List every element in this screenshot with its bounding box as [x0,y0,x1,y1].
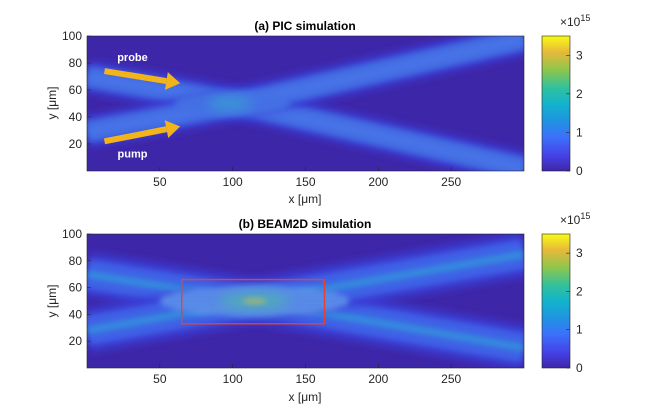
y-tick-label: 60 [69,281,83,295]
colorbar-tick-label: 3 [576,246,583,260]
x-tick-label: 150 [295,372,315,386]
y-tick-label: 20 [69,137,83,151]
x-axis-label: x [μm] [289,192,322,206]
exponent-base: ×10 [560,15,581,29]
x-tick-label: 250 [441,372,461,386]
y-tick-label: 80 [69,254,83,268]
plot-frame [86,35,525,172]
y-tick-label: 40 [69,307,83,321]
y-tick-label: 100 [62,227,82,241]
arrow-shaft [103,126,168,145]
arrow-head [164,120,181,138]
colorbar-tick-label: 1 [576,125,583,139]
axis-ticks: 50 100 150 200 250 20 40 60 80 100 [62,29,462,189]
arrow-head [164,72,181,90]
exponent-power: 15 [580,13,590,23]
x-tick-label: 100 [223,175,243,189]
colorbar-exponent: ×1015 [560,13,590,29]
plot-frame [86,233,525,369]
overlap-spot [159,285,350,317]
x-tick-label: 50 [153,372,167,386]
region-box [180,278,326,325]
exponent-base: ×10 [560,213,581,227]
annotation-probe: probe [117,52,148,64]
exponent-power: 15 [580,211,590,221]
colorbar-tick-label: 0 [576,164,583,178]
panel-beam2d: (b) BEAM2D simulation 50 100 150 200 2502040… [45,211,590,404]
y-tick-label: 100 [62,29,82,43]
annotation-layer: probe pump [103,52,181,160]
y-tick-label: 60 [69,83,83,97]
colorbar-tick-label: 2 [576,87,583,101]
panel-a-title: (a) PIC simulation [254,19,355,33]
x-tick-label: 250 [441,175,461,189]
axis-ticks: 50 100 150 200 250 20 40 60 80 100 [62,227,462,386]
y-tick-label: 20 [69,334,83,348]
colorbar-exponent: ×1015 [560,211,590,227]
y-axis-label: y [μm] [45,87,59,120]
colorbar-tick-label: 0 [576,361,583,375]
x-tick-label: 200 [368,372,388,386]
colorbar [541,233,571,369]
panel-pic: (a) PIC simulation 50 100 150 200 2502040608… [45,13,590,206]
y-tick-label: 80 [69,56,83,70]
x-tick-label: 100 [223,372,243,386]
arrow-shaft [104,68,167,84]
y-axis-label: y [μm] [45,285,59,318]
overlap-spot [174,91,291,116]
colorbar-tick-label: 2 [576,284,583,298]
annotation-layer [180,278,326,325]
colorbar-ticks: 0 1 2 3 [566,246,583,375]
x-tick-label: 150 [295,175,315,189]
hot-spot [207,97,252,110]
peak-spot [242,298,267,304]
panel-b-title: (b) BEAM2D simulation [239,217,372,231]
annotation-pump: pump [118,148,148,160]
colorbar-tick-label: 1 [576,323,583,337]
x-axis-label: x [μm] [289,390,322,404]
y-tick-label: 40 [69,110,83,124]
colorbar-ticks: 0 1 2 3 [566,48,583,178]
x-tick-label: 200 [368,175,388,189]
x-tick-label: 50 [153,175,167,189]
colorbar [541,35,571,172]
colorbar-tick-label: 3 [576,48,583,62]
